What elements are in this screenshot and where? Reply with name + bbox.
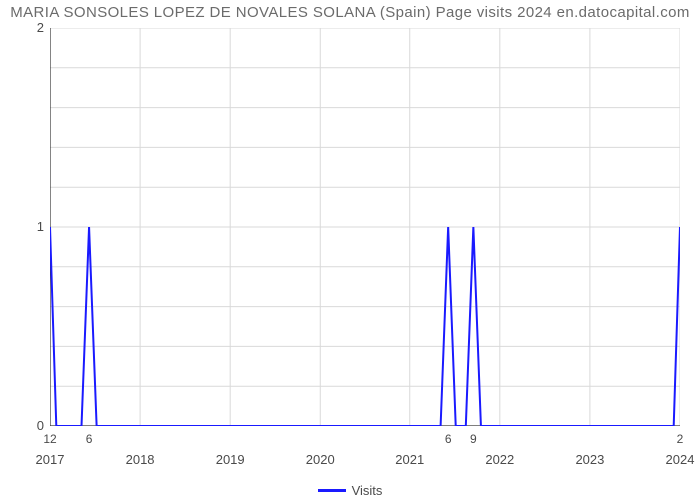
- y-tick-label: 2: [14, 20, 44, 35]
- data-point-label: 9: [470, 432, 477, 446]
- chart-plot: [50, 28, 680, 426]
- x-tick-label: 2021: [395, 452, 424, 467]
- y-tick-label: 1: [14, 219, 44, 234]
- x-tick-label: 2024: [666, 452, 695, 467]
- data-point-label: 6: [86, 432, 93, 446]
- legend: Visits: [0, 482, 700, 498]
- x-tick-label: 2019: [216, 452, 245, 467]
- legend-label-visits: Visits: [352, 483, 383, 498]
- legend-swatch-visits: [318, 489, 346, 492]
- data-point-label: 6: [445, 432, 452, 446]
- data-point-label: 12: [43, 432, 56, 446]
- chart-title: MARIA SONSOLES LOPEZ DE NOVALES SOLANA (…: [0, 4, 700, 21]
- data-point-label: 2: [677, 432, 684, 446]
- chart-root: MARIA SONSOLES LOPEZ DE NOVALES SOLANA (…: [0, 0, 700, 500]
- x-tick-label: 2018: [126, 452, 155, 467]
- x-tick-label: 2020: [306, 452, 335, 467]
- x-tick-label: 2017: [36, 452, 65, 467]
- x-tick-label: 2023: [575, 452, 604, 467]
- x-tick-label: 2022: [485, 452, 514, 467]
- y-tick-label: 0: [14, 418, 44, 433]
